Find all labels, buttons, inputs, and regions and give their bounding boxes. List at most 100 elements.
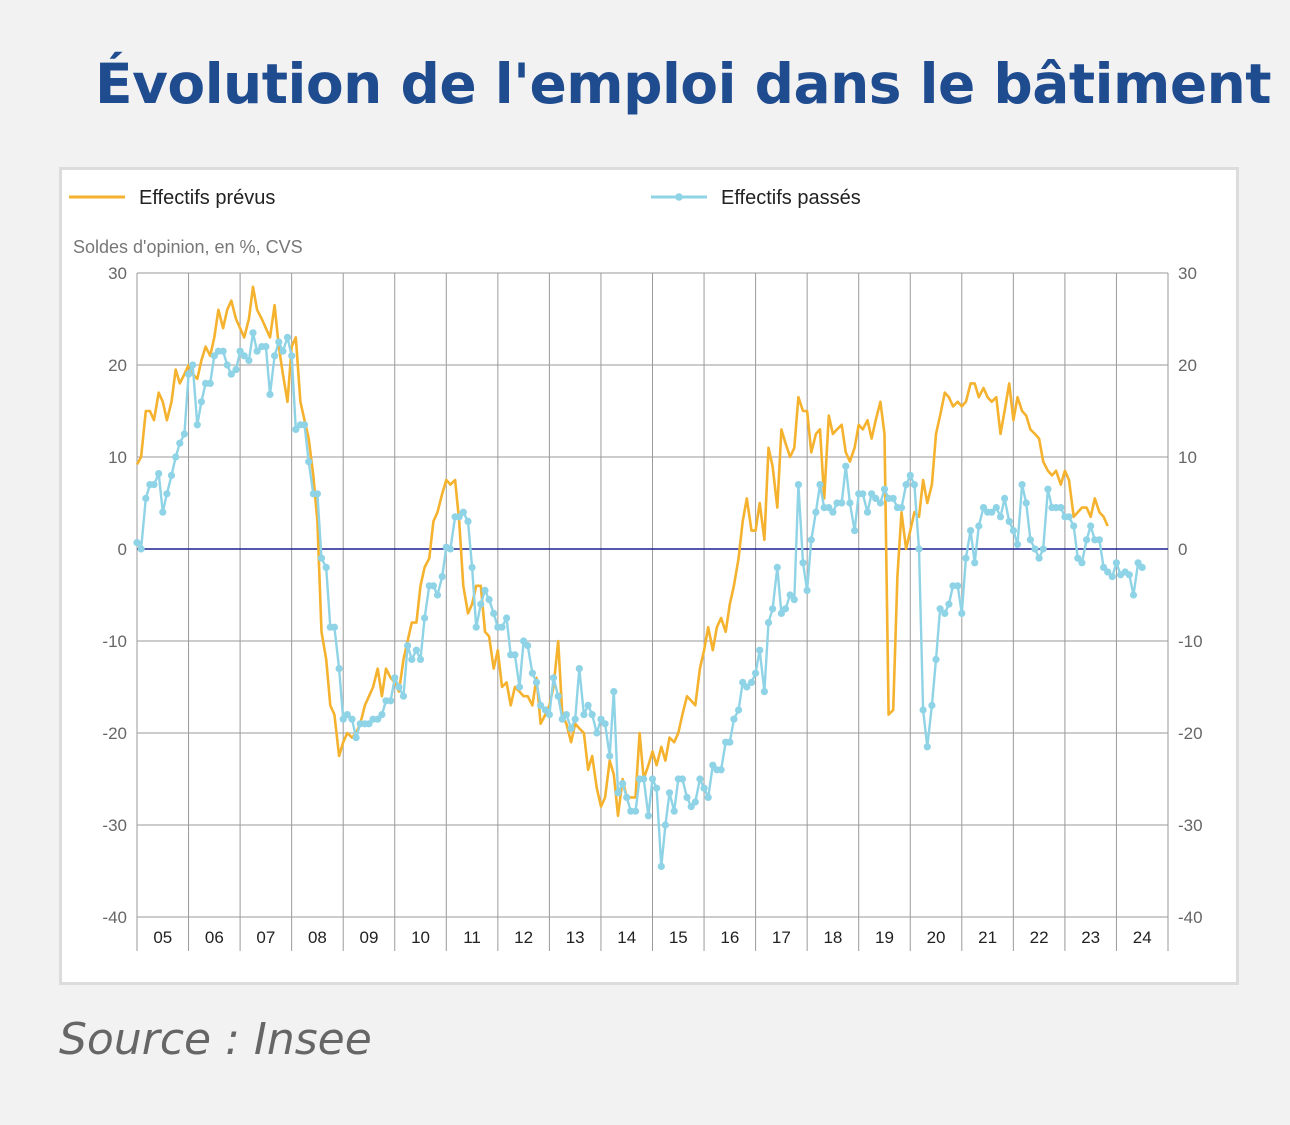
y-tick-label-right: 10 xyxy=(1178,448,1197,467)
data-point-passes xyxy=(889,494,897,502)
data-point-passes xyxy=(1070,522,1078,530)
data-point-passes xyxy=(416,655,425,663)
data-point-passes xyxy=(851,527,859,535)
data-point-passes xyxy=(846,499,854,507)
source-note: Source : Insee xyxy=(59,1014,372,1065)
data-point-passes xyxy=(941,609,949,617)
data-point-passes xyxy=(472,623,480,631)
data-point-passes xyxy=(863,508,872,516)
data-point-passes xyxy=(562,711,570,719)
data-point-passes xyxy=(1087,522,1095,530)
data-point-passes xyxy=(760,688,769,696)
data-point-passes xyxy=(945,600,953,608)
data-point-passes xyxy=(717,766,725,774)
data-point-passes xyxy=(554,692,562,700)
data-point-passes xyxy=(665,789,674,797)
data-point-passes xyxy=(433,591,442,599)
y-tick-label-left: 30 xyxy=(108,264,127,283)
data-point-passes xyxy=(709,761,717,769)
data-point-passes xyxy=(142,494,150,502)
data-point-passes xyxy=(1125,571,1133,579)
data-point-passes xyxy=(429,582,437,590)
data-point-passes xyxy=(906,471,914,479)
data-point-passes xyxy=(223,361,231,369)
data-point-passes xyxy=(807,536,815,544)
data-point-passes xyxy=(249,329,257,337)
legend-label-prevus: Effectifs prévus xyxy=(139,187,275,209)
data-point-passes xyxy=(571,715,579,723)
data-point-passes xyxy=(816,481,824,489)
data-point-passes xyxy=(902,481,910,489)
data-point-passes xyxy=(648,775,657,783)
data-point-passes xyxy=(193,421,201,429)
x-tick-label: 13 xyxy=(566,928,585,947)
data-point-passes xyxy=(283,333,292,341)
data-point-passes xyxy=(614,789,622,797)
data-point-passes xyxy=(288,352,296,360)
data-point-passes xyxy=(1134,559,1142,567)
data-point-passes xyxy=(1009,527,1018,535)
line-chart: Effectifs prévus Effectifs passés Soldes… xyxy=(69,187,1203,951)
series-line-passes xyxy=(135,331,1144,868)
data-point-passes xyxy=(756,646,764,654)
series-line-prevus xyxy=(135,285,1109,818)
data-point-passes xyxy=(391,674,399,682)
data-point-passes xyxy=(653,784,661,792)
data-point-passes xyxy=(245,356,253,364)
data-point-passes xyxy=(292,425,300,433)
data-point-passes xyxy=(623,793,631,802)
data-point-passes xyxy=(150,481,158,489)
data-point-passes xyxy=(799,559,807,567)
data-point-passes xyxy=(378,711,386,719)
data-point-passes xyxy=(842,462,850,470)
data-point-passes xyxy=(859,490,867,498)
data-point-passes xyxy=(210,352,218,360)
y-tick-label-right: -30 xyxy=(1178,816,1203,835)
x-tick-label: 10 xyxy=(411,928,430,947)
x-tick-label: 15 xyxy=(669,928,688,947)
data-point-passes xyxy=(421,614,429,622)
data-point-passes xyxy=(271,352,279,360)
data-point-passes xyxy=(1044,485,1052,493)
x-tick-label: 23 xyxy=(1081,928,1100,947)
x-tick-label: 16 xyxy=(720,928,739,947)
data-point-passes xyxy=(240,352,248,360)
data-point-passes xyxy=(1005,517,1013,525)
data-point-passes xyxy=(872,494,880,502)
data-point-passes xyxy=(958,609,966,617)
x-tick-label: 05 xyxy=(153,928,172,947)
data-point-passes xyxy=(936,605,944,613)
data-point-passes xyxy=(232,366,240,374)
data-point-passes xyxy=(803,586,811,594)
y-tick-label-left: -20 xyxy=(102,724,127,743)
data-point-passes xyxy=(584,701,592,710)
data-point-passes xyxy=(279,347,287,355)
data-point-passes xyxy=(1018,481,1026,489)
data-point-passes xyxy=(996,513,1005,521)
data-point-passes xyxy=(305,458,313,466)
plot-area: 30 30 20 20 10 10 0 0 -10 -10 -20 -20 -30 -30 -40 -40 05… xyxy=(102,264,1203,951)
data-point-passes xyxy=(163,490,171,498)
data-point-passes xyxy=(1108,573,1116,581)
data-point-passes xyxy=(593,729,601,737)
data-point-passes xyxy=(490,609,498,617)
data-point-passes xyxy=(932,655,940,663)
data-point-passes xyxy=(537,701,545,710)
data-point-passes xyxy=(155,470,163,478)
data-point-passes xyxy=(726,738,734,746)
data-point-passes xyxy=(644,812,653,820)
data-point-passes xyxy=(253,347,261,355)
y-tick-label-left: -10 xyxy=(102,632,127,651)
data-point-passes xyxy=(1100,563,1108,571)
x-tick-label: 18 xyxy=(823,928,842,947)
data-point-passes xyxy=(880,485,889,493)
data-point-passes xyxy=(640,775,648,783)
data-point-passes xyxy=(335,665,343,673)
y-tick-label-right: 20 xyxy=(1178,356,1197,375)
data-point-passes xyxy=(606,752,614,760)
y-tick-label-right: -10 xyxy=(1178,632,1203,651)
data-point-passes xyxy=(962,554,970,562)
data-point-passes xyxy=(897,504,906,512)
legend-label-passes: Effectifs passés xyxy=(721,187,861,209)
data-point-passes xyxy=(159,508,167,516)
